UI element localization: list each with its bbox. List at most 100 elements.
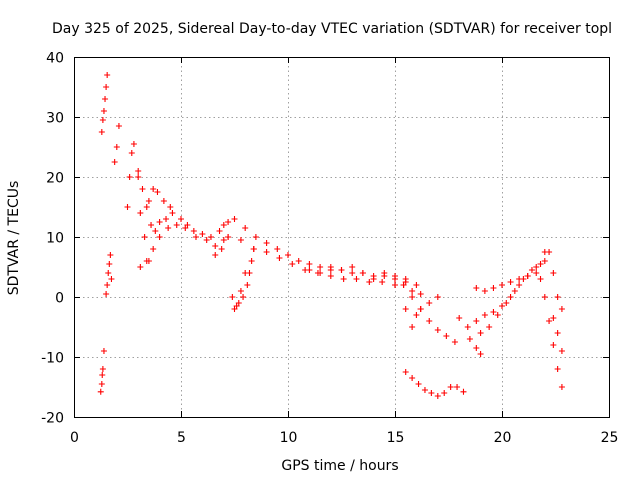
data-point — [167, 204, 174, 210]
y-axis-label: SDTVAR / TECUs — [6, 181, 22, 296]
data-point — [276, 255, 283, 261]
data-point — [237, 288, 244, 294]
series-fall-a — [392, 276, 458, 345]
data-point — [145, 198, 152, 204]
data-point — [554, 366, 561, 372]
data-point — [481, 288, 488, 294]
data-point — [409, 375, 416, 381]
data-point — [516, 282, 523, 288]
data-point — [285, 252, 291, 258]
data-point — [524, 273, 531, 279]
data-point — [473, 345, 480, 351]
data-point — [250, 246, 257, 252]
data-point — [108, 276, 115, 282]
data-point — [306, 261, 313, 267]
data-point — [451, 339, 458, 345]
data-point — [558, 384, 565, 390]
data-point — [402, 276, 409, 282]
data-point — [454, 384, 461, 390]
y-tick-label: 10 — [46, 231, 64, 247]
data-point — [409, 294, 416, 300]
data-point — [554, 294, 561, 300]
data-point — [173, 222, 180, 228]
x-tick-label: 0 — [70, 430, 79, 446]
data-point — [426, 318, 433, 324]
data-point — [415, 381, 422, 387]
data-point — [143, 204, 150, 210]
data-point — [263, 249, 270, 255]
data-point — [145, 258, 152, 264]
series-end-c — [550, 315, 565, 354]
data-point — [499, 303, 505, 309]
x-tick-label: 25 — [601, 430, 619, 446]
ticks: 0 5 10 15 20 25 -20 -10 0 10 20 30 40 — [41, 51, 618, 447]
series-late-rise-b — [477, 261, 544, 336]
data-point — [441, 390, 448, 396]
data-point — [203, 237, 210, 243]
x-axis-label: GPS time / hours — [281, 458, 398, 474]
data-point — [546, 318, 553, 324]
data-point — [220, 237, 227, 243]
series-late-rise-c — [473, 270, 540, 294]
series-early-high — [98, 72, 111, 135]
data-point — [199, 231, 206, 237]
data-point — [252, 234, 259, 240]
data-point — [190, 228, 197, 234]
series-early-low — [97, 348, 107, 395]
data-point — [156, 219, 163, 225]
data-point — [98, 129, 105, 135]
data-point — [428, 390, 435, 396]
data-point — [402, 306, 409, 312]
data-point — [231, 306, 238, 312]
series-fall-c — [409, 288, 441, 306]
series-dip-7h-b — [231, 246, 257, 312]
data-point — [494, 312, 501, 318]
data-point — [225, 234, 232, 240]
data-point — [473, 318, 480, 324]
data-point — [533, 270, 540, 276]
data-point — [537, 276, 544, 282]
data-point — [554, 330, 561, 336]
data-point — [152, 228, 159, 234]
data-point — [546, 249, 553, 255]
data-point — [490, 309, 497, 315]
data-point — [240, 294, 247, 300]
data-point — [460, 388, 467, 395]
data-point — [137, 210, 144, 216]
data-point — [148, 222, 155, 228]
data-point — [370, 276, 377, 282]
data-point — [231, 216, 238, 222]
series-late-rise-a — [456, 258, 548, 330]
data-point — [163, 216, 170, 222]
data-point — [295, 258, 302, 264]
data-point — [141, 234, 148, 240]
data-point — [248, 258, 255, 264]
data-point — [207, 234, 214, 240]
data-point — [229, 294, 236, 300]
data-point — [124, 204, 131, 210]
data-point — [392, 282, 398, 288]
data-point — [100, 108, 107, 114]
data-point — [128, 150, 135, 156]
data-point — [516, 276, 523, 282]
series-fall-b — [392, 282, 424, 330]
y-tick-label: 0 — [55, 291, 64, 307]
data-point — [100, 348, 107, 354]
series-arc-d — [145, 186, 174, 210]
data-point — [126, 174, 133, 180]
data-point — [160, 198, 167, 204]
data-point — [263, 240, 270, 246]
data-point — [130, 141, 137, 147]
data-point — [507, 279, 514, 285]
data-point — [327, 273, 334, 279]
data-point — [481, 312, 488, 318]
series-end-b — [541, 249, 565, 312]
data-point — [550, 270, 557, 276]
data-point — [558, 348, 565, 354]
data-point — [317, 270, 324, 276]
data-point — [104, 282, 111, 288]
data-point — [218, 246, 225, 252]
data-point — [541, 258, 548, 264]
data-point — [413, 282, 420, 288]
